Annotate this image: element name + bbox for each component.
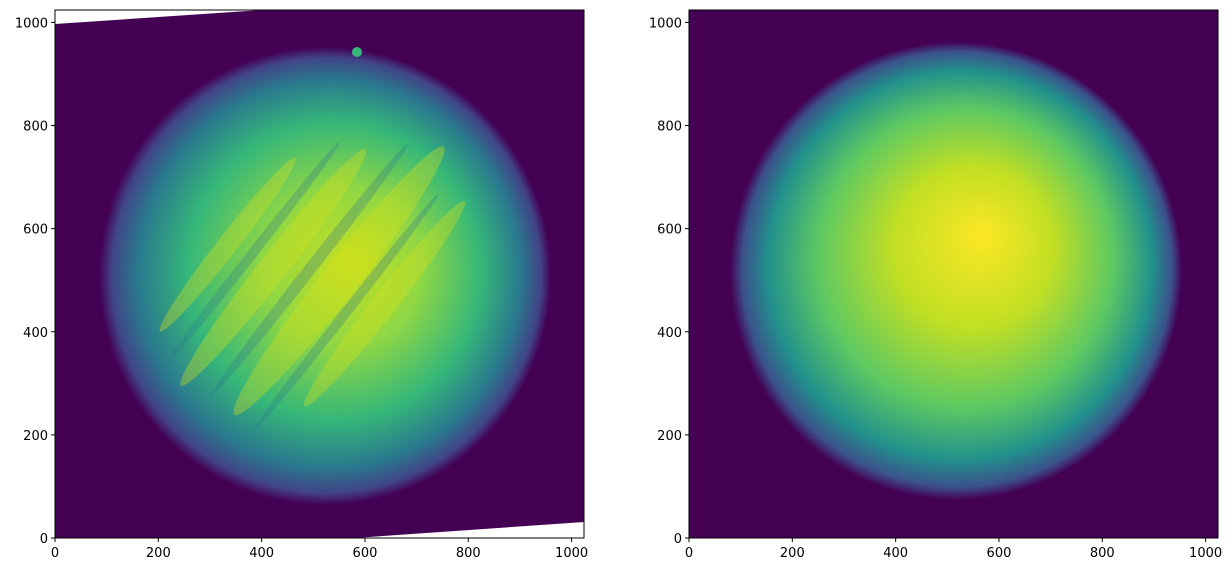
y-tick-label: 0 <box>674 532 682 547</box>
x-tick-label: 0 <box>685 546 693 561</box>
x-tick-label: 1000 <box>555 546 588 561</box>
y-tick-label: 400 <box>657 326 682 341</box>
x-tick-label: 800 <box>1090 546 1115 561</box>
y-tick-label: 800 <box>657 120 682 135</box>
y-tick-label: 1000 <box>15 16 48 31</box>
axes-frame <box>54 9 585 539</box>
x-tick-label: 1000 <box>1189 546 1222 561</box>
x-tick-label: 800 <box>456 546 481 561</box>
x-tick-label: 200 <box>146 546 171 561</box>
image-left <box>55 10 584 538</box>
axes-frame <box>688 9 1219 539</box>
y-tick-label: 200 <box>23 429 48 444</box>
y-tick-label: 0 <box>40 532 48 547</box>
y-tick-label: 200 <box>657 429 682 444</box>
y-tick-label: 1000 <box>649 16 682 31</box>
x-tick-label: 200 <box>780 546 805 561</box>
y-tick-label: 600 <box>23 223 48 238</box>
x-tick-label: 600 <box>987 546 1012 561</box>
y-tick-label: 600 <box>657 223 682 238</box>
y-tick-label: 800 <box>23 120 48 135</box>
x-tick-label: 600 <box>353 546 378 561</box>
image-right <box>689 10 1218 538</box>
y-tick-label: 400 <box>23 326 48 341</box>
x-tick-label: 0 <box>51 546 59 561</box>
x-tick-label: 400 <box>883 546 908 561</box>
x-tick-label: 400 <box>249 546 274 561</box>
